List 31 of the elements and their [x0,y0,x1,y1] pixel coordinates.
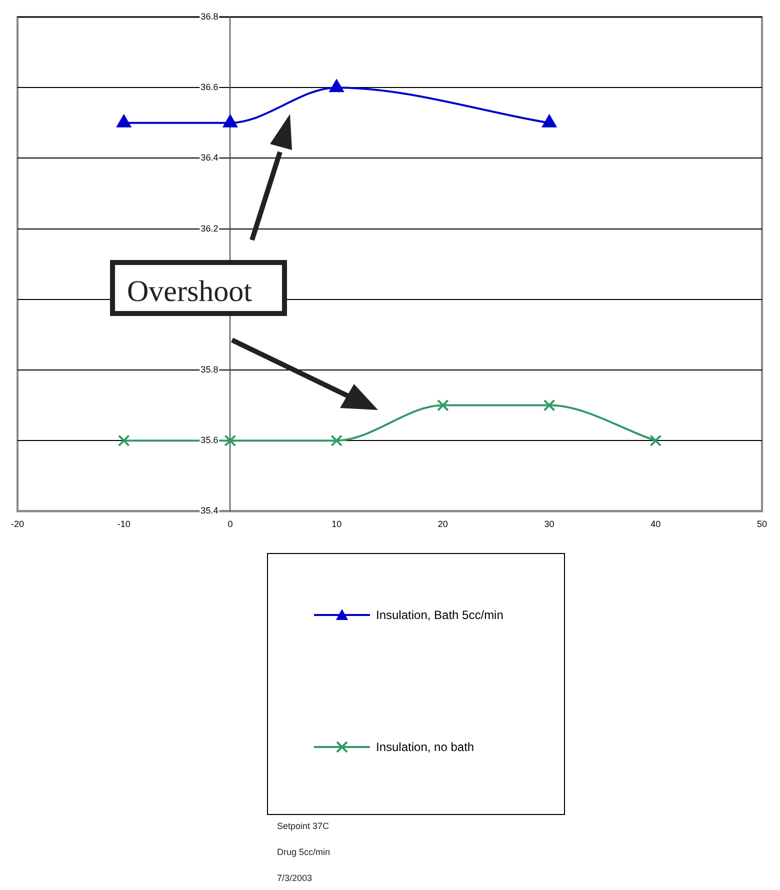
y-tick-label: 36.4 [200,152,218,163]
legend-label: Insulation, no bath [376,740,474,754]
annotation: Overshoot [110,260,287,316]
x-tick-label: -10 [117,519,130,530]
point [436,399,449,412]
point [116,114,131,128]
legend-label: Insulation, Bath 5cc/min [376,608,504,622]
point [223,114,238,128]
y-tick-label: 35.8 [200,364,218,374]
point [543,399,556,412]
y-tick-label: 36.8 [200,11,218,22]
point [330,80,344,92]
y-tick-label: 36.6 [200,82,218,92]
point [118,434,130,447]
x-tick-label: 50 [756,519,768,530]
text: 7/3/2003 [277,873,314,883]
point [650,434,662,447]
point [542,114,556,128]
x-tick-label: 20 [438,519,448,530]
point [330,434,343,447]
y-tick-label: 35.6 [200,435,218,446]
x-tick-label: 0 [228,519,233,530]
y-tick-label: 35.4 [200,506,218,516]
x-tick-label: -20 [10,519,24,530]
text: Setpoint 37C [277,821,330,831]
x-tick-label: 30 [544,519,554,530]
x-tick-label: 10 [332,519,342,530]
x-tick-label: 40 [650,519,661,530]
point [224,434,236,447]
y-tick-label: 36.2 [200,223,218,234]
text: Drug 5cc/min [277,847,332,857]
